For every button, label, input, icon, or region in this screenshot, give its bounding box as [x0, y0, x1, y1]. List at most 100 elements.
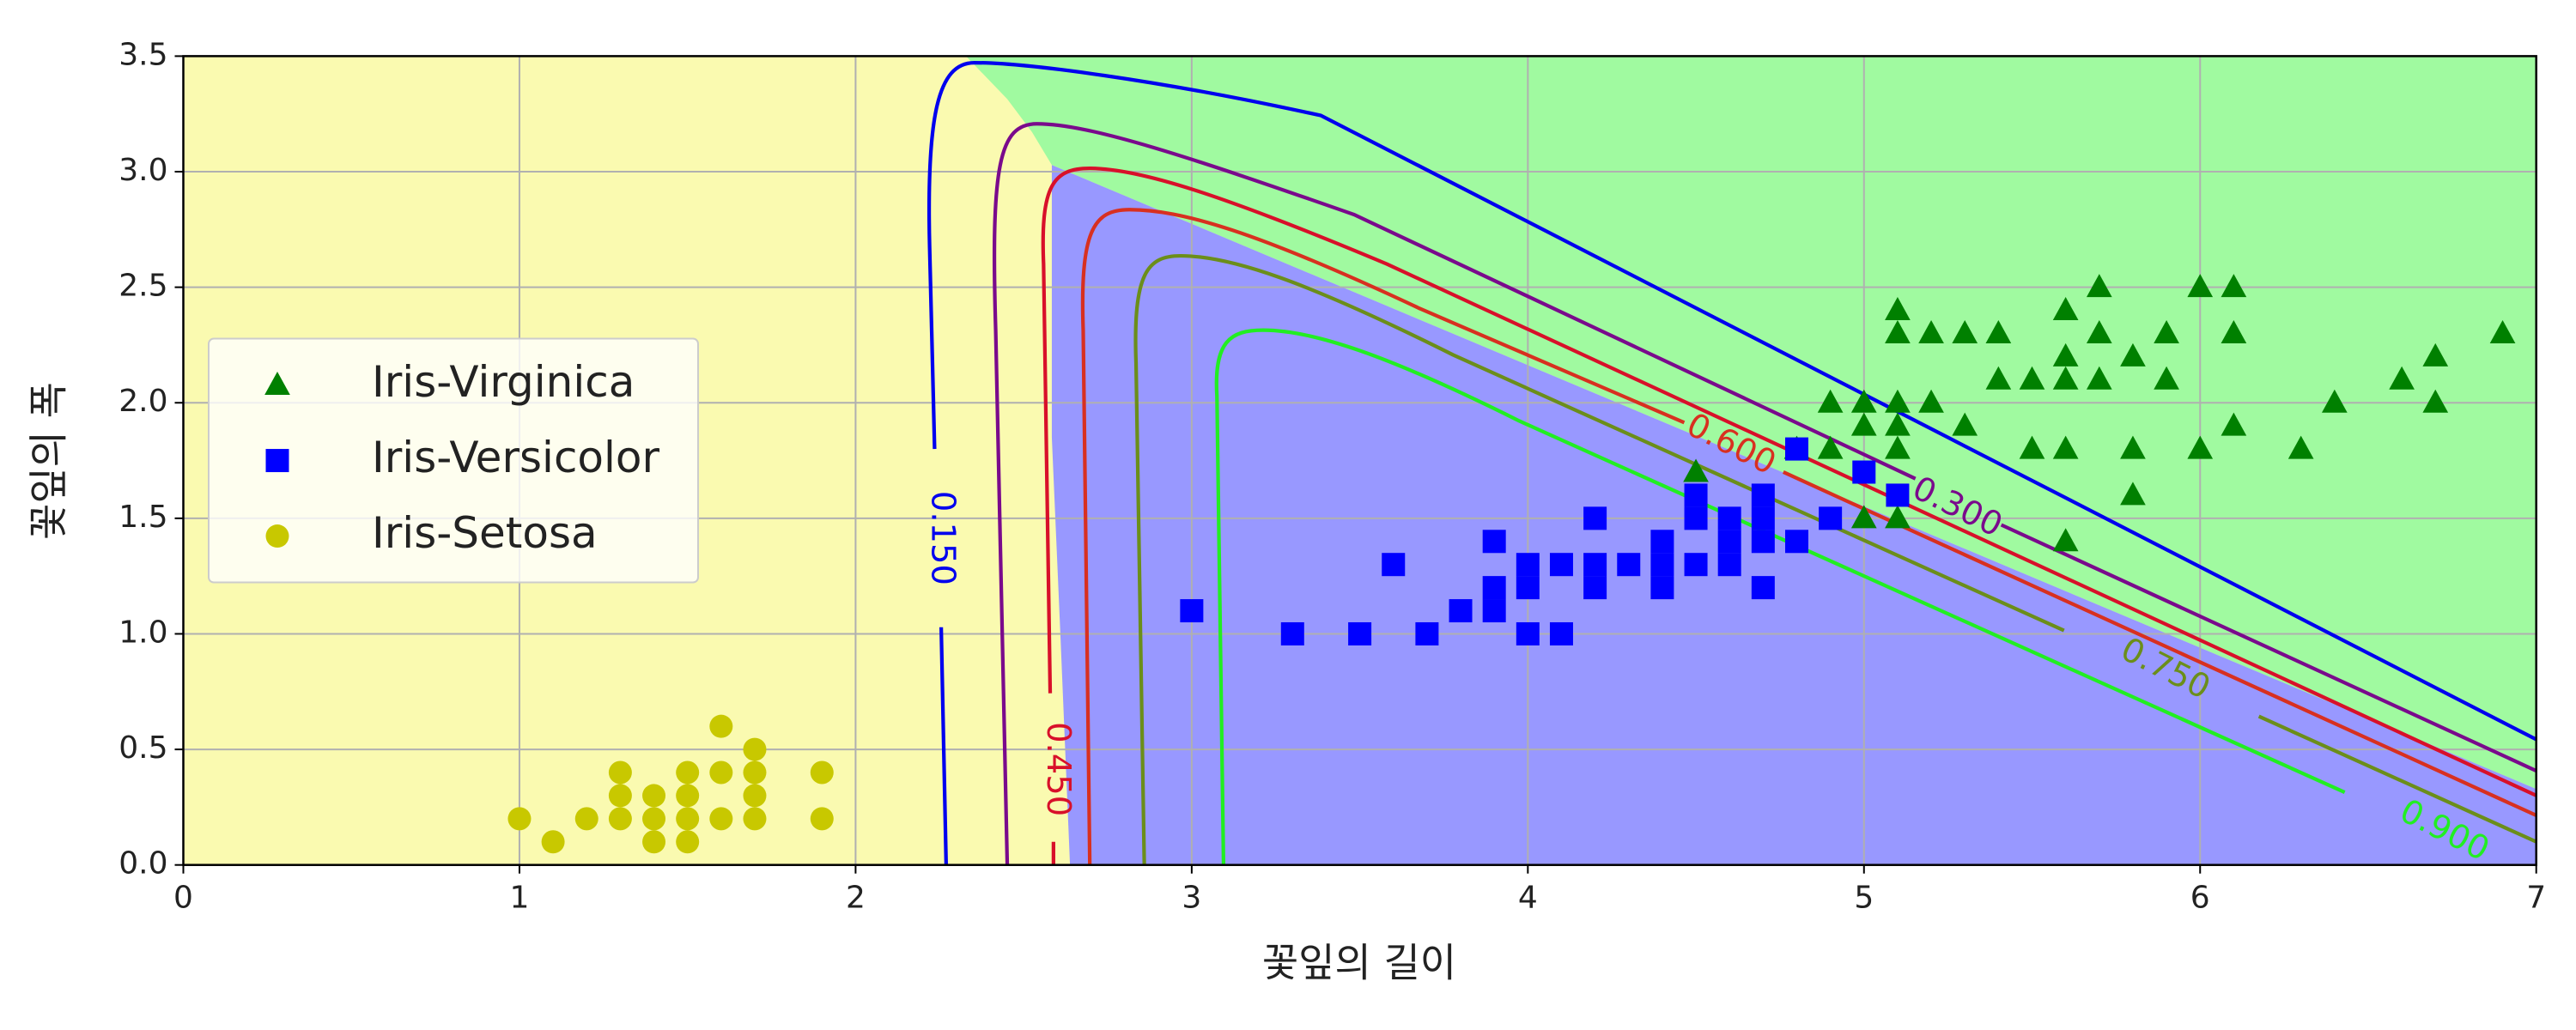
marker-square: [1684, 483, 1708, 507]
contour-line: [939, 627, 948, 865]
marker-square: [1516, 576, 1540, 600]
marker-triangle: [2422, 389, 2449, 413]
marker-circle: [642, 784, 666, 808]
y-axis-label: 꽃잎의 폭: [26, 382, 72, 540]
marker-square: [1482, 530, 1506, 554]
marker-square: [1784, 530, 1808, 554]
marker-square: [1684, 553, 1708, 577]
x-tick-label: 1: [510, 881, 530, 916]
marker-triangle: [264, 372, 290, 396]
marker-triangle: [2154, 366, 2179, 390]
marker-circle: [743, 760, 767, 785]
marker-triangle: [2287, 435, 2314, 459]
contour-label: 0.450: [1039, 722, 1078, 816]
contour-line: [1080, 208, 1686, 865]
contour-line: [2257, 714, 2537, 844]
marker-square: [1717, 506, 1741, 530]
marker-triangle: [2221, 319, 2247, 343]
marker-triangle: [1952, 319, 1978, 343]
contour-label: 0.150: [924, 491, 963, 585]
marker-circle: [507, 807, 532, 831]
marker-circle: [743, 737, 767, 761]
marker-triangle: [1885, 412, 1911, 436]
marker-circle: [743, 807, 767, 831]
marker-triangle: [2086, 274, 2112, 298]
marker-triangle: [2019, 366, 2045, 390]
contour-line: [927, 60, 2537, 742]
marker-triangle: [2052, 528, 2079, 552]
y-tick-label: 1.5: [118, 500, 167, 535]
contour-line: [2000, 523, 2537, 772]
marker-triangle: [2086, 319, 2112, 343]
marker-square: [1482, 576, 1506, 600]
marker-circle: [676, 830, 700, 854]
marker-square: [1751, 506, 1775, 530]
marker-square: [1583, 576, 1607, 600]
marker-triangle: [2019, 435, 2045, 459]
marker-triangle: [1885, 389, 1911, 413]
marker-square: [1549, 621, 1573, 645]
x-tick-label: 6: [2190, 881, 2210, 916]
marker-triangle: [2154, 319, 2179, 343]
marker-square: [1751, 576, 1775, 600]
axes-frame: [182, 55, 2537, 866]
marker-square: [1650, 553, 1674, 577]
marker-circle: [541, 830, 565, 854]
marker-circle: [574, 807, 598, 831]
contour-line: [1782, 470, 2537, 817]
marker-circle: [676, 760, 700, 785]
marker-triangle: [1885, 435, 1911, 459]
marker-square: [1751, 530, 1775, 554]
marker-square: [1751, 483, 1775, 507]
marker-square: [1784, 437, 1808, 461]
marker-square: [1852, 460, 1876, 484]
marker-square: [1583, 553, 1607, 577]
marker-square: [1280, 621, 1304, 645]
y-tick-label: 2.5: [118, 269, 167, 304]
x-tick-label: 2: [846, 881, 866, 916]
marker-triangle: [1885, 505, 1911, 529]
points: [507, 274, 2516, 854]
marker-triangle: [2052, 435, 2079, 459]
marker-triangle: [1985, 319, 2012, 343]
legend-label: Iris-Setosa: [372, 508, 598, 558]
marker-triangle: [1952, 412, 1978, 436]
marker-triangle: [2052, 297, 2079, 321]
decision-regions: [183, 56, 2537, 865]
marker-square: [1516, 553, 1540, 577]
y-tick-label: 2.0: [118, 384, 167, 419]
marker-circle: [743, 784, 767, 808]
marker-square: [1482, 599, 1506, 623]
marker-square: [1516, 621, 1540, 645]
marker-circle: [608, 760, 632, 785]
marker-square: [1382, 553, 1406, 577]
marker-circle: [608, 807, 632, 831]
marker-circle: [265, 524, 289, 548]
contour-line: [992, 122, 1917, 865]
marker-circle: [642, 830, 666, 854]
marker-circle: [642, 807, 666, 831]
marker-circle: [676, 784, 700, 808]
y-tick-label: 0.0: [118, 846, 167, 882]
marker-square: [265, 449, 289, 473]
marker-triangle: [2120, 482, 2146, 506]
y-tick-label: 3.0: [118, 153, 167, 188]
marker-triangle: [2489, 319, 2516, 343]
x-tick-label: 7: [2526, 881, 2546, 916]
marker-square: [1180, 599, 1204, 623]
contour-line: [1133, 253, 2065, 865]
marker-square: [1717, 530, 1741, 554]
marker-triangle: [1918, 389, 1944, 413]
marker-triangle: [1850, 505, 1877, 529]
marker-square: [1449, 599, 1473, 623]
x-tick-label: 3: [1182, 881, 1201, 916]
marker-triangle: [2221, 274, 2247, 298]
marker-circle: [709, 807, 733, 831]
region-virginica: [965, 56, 2537, 790]
marker-triangle: [2187, 435, 2214, 459]
marker-square: [1415, 621, 1439, 645]
marker-circle: [608, 784, 632, 808]
y-tick-label: 1.0: [118, 615, 167, 650]
marker-triangle: [2120, 342, 2146, 367]
